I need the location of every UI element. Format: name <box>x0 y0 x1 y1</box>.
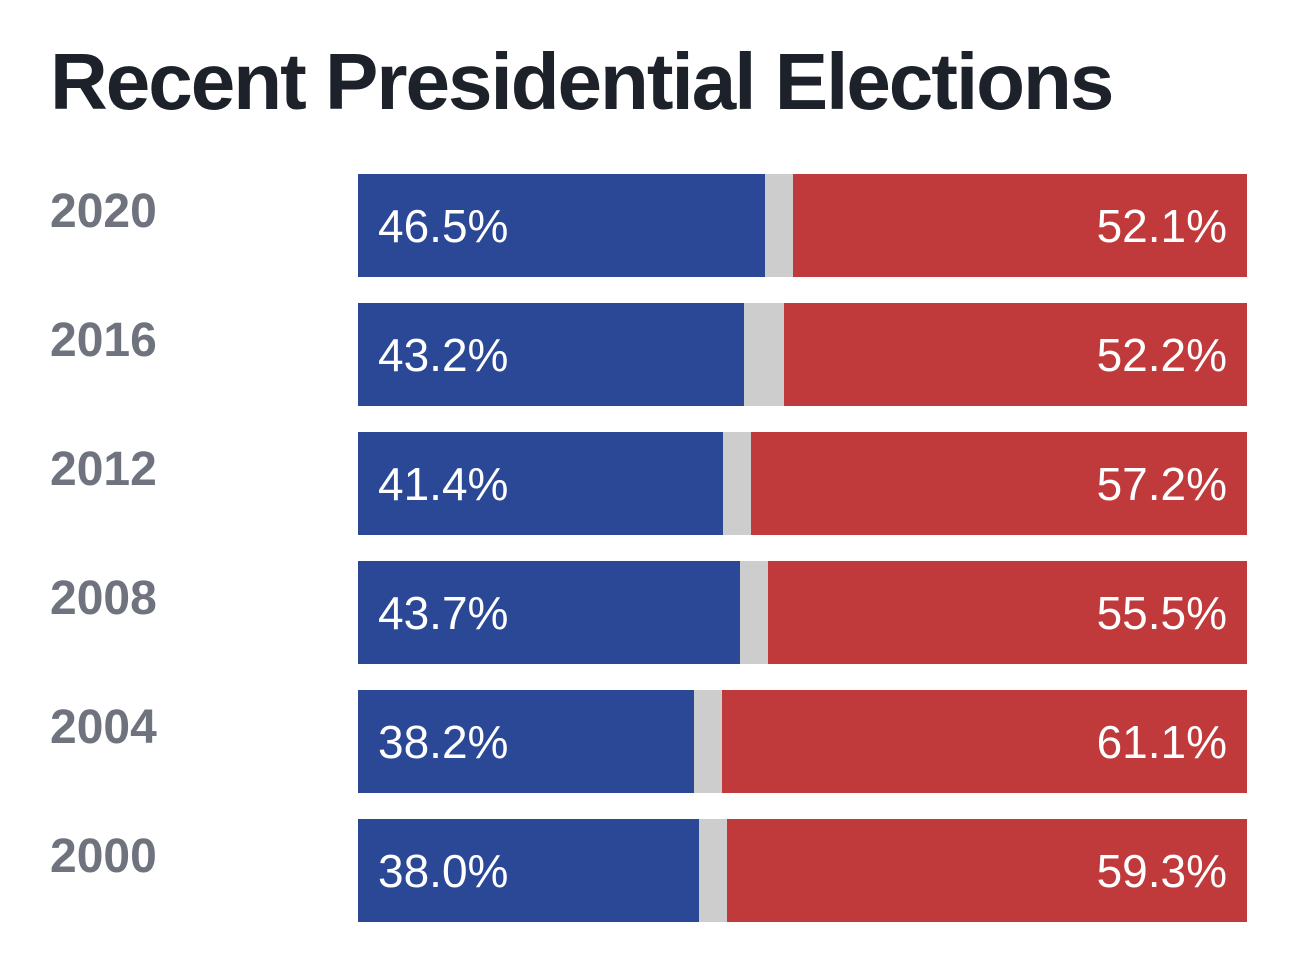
democrat-bar-segment: 41.4% <box>358 432 723 535</box>
election-row: 2016 43.2% 52.2% <box>0 303 1290 406</box>
stacked-bar: 38.2% 61.1% <box>358 690 1247 793</box>
third-party-gap-segment <box>765 174 794 277</box>
election-row: 2004 38.2% 61.1% <box>0 690 1290 793</box>
republican-value-label: 61.1% <box>1096 715 1227 768</box>
republican-value-label: 59.3% <box>1096 844 1227 897</box>
republican-bar-segment: 59.3% <box>726 819 1247 922</box>
election-row: 2020 46.5% 52.1% <box>0 174 1290 277</box>
democrat-value-label: 43.2% <box>378 328 509 381</box>
election-row: 2012 41.4% 57.2% <box>0 432 1290 535</box>
third-party-gap-segment <box>693 690 722 793</box>
democrat-value-label: 41.4% <box>378 457 509 510</box>
republican-bar-segment: 61.1% <box>721 690 1247 793</box>
election-row: 2000 38.0% 59.3% <box>0 819 1290 922</box>
democrat-bar-segment: 38.0% <box>358 819 699 922</box>
stacked-bar: 38.0% 59.3% <box>358 819 1247 922</box>
republican-value-label: 52.2% <box>1096 328 1227 381</box>
republican-value-label: 55.5% <box>1096 586 1227 639</box>
stacked-bar: 46.5% 52.1% <box>358 174 1247 277</box>
democrat-bar-segment: 43.2% <box>358 303 745 406</box>
democrat-value-label: 43.7% <box>378 586 509 639</box>
election-row: 2008 43.7% 55.5% <box>0 561 1290 664</box>
republican-bar-segment: 52.1% <box>793 174 1247 277</box>
chart-title: Recent Presidential Elections <box>50 37 1114 126</box>
republican-bar-segment: 52.2% <box>784 303 1247 406</box>
democrat-bar-segment: 38.2% <box>358 690 694 793</box>
stacked-bar: 43.7% 55.5% <box>358 561 1247 664</box>
republican-value-label: 52.1% <box>1096 199 1227 252</box>
democrat-bar-segment: 46.5% <box>358 174 766 277</box>
year-label: 2008 <box>50 572 157 625</box>
democrat-value-label: 38.0% <box>378 844 509 897</box>
year-label: 2000 <box>50 830 157 883</box>
democrat-value-label: 46.5% <box>378 199 509 252</box>
third-party-gap-segment <box>722 432 751 535</box>
republican-bar-segment: 55.5% <box>767 561 1247 664</box>
republican-value-label: 57.2% <box>1096 457 1227 510</box>
third-party-gap-segment <box>739 561 768 664</box>
stacked-bar: 43.2% 52.2% <box>358 303 1247 406</box>
democrat-bar-segment: 43.7% <box>358 561 740 664</box>
third-party-gap-segment <box>698 819 727 922</box>
third-party-gap-segment <box>744 303 785 406</box>
year-label: 2012 <box>50 443 157 496</box>
year-label: 2020 <box>50 185 157 238</box>
year-label: 2004 <box>50 701 157 754</box>
year-label: 2016 <box>50 314 157 367</box>
republican-bar-segment: 57.2% <box>750 432 1247 535</box>
stacked-bar: 41.4% 57.2% <box>358 432 1247 535</box>
democrat-value-label: 38.2% <box>378 715 509 768</box>
